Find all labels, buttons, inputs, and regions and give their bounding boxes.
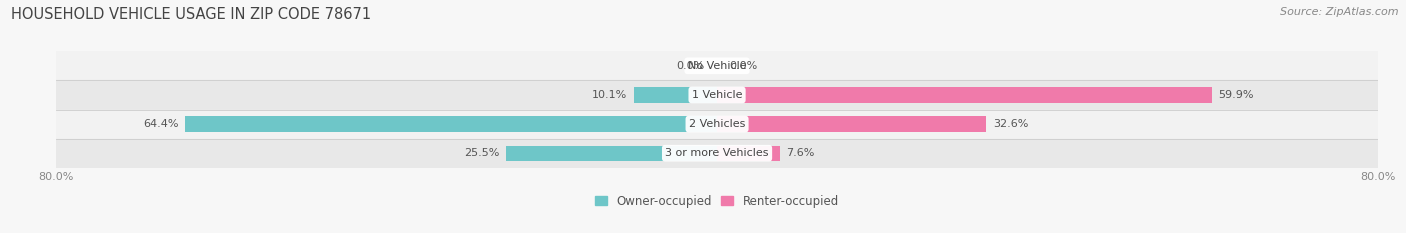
Bar	[186, 116, 717, 132]
Text: Source: ZipAtlas.com: Source: ZipAtlas.com	[1281, 7, 1399, 17]
Bar	[56, 51, 1378, 80]
Text: 25.5%: 25.5%	[464, 148, 499, 158]
Legend: Owner-occupied, Renter-occupied: Owner-occupied, Renter-occupied	[595, 195, 839, 208]
Text: 2 Vehicles: 2 Vehicles	[689, 119, 745, 129]
Bar	[717, 146, 780, 161]
Text: HOUSEHOLD VEHICLE USAGE IN ZIP CODE 78671: HOUSEHOLD VEHICLE USAGE IN ZIP CODE 7867…	[11, 7, 371, 22]
Bar	[506, 146, 717, 161]
Bar	[717, 87, 1212, 103]
Bar	[717, 116, 987, 132]
Text: 10.1%: 10.1%	[592, 90, 627, 100]
Text: No Vehicle: No Vehicle	[688, 61, 747, 71]
Text: 0.0%: 0.0%	[730, 61, 758, 71]
Text: 1 Vehicle: 1 Vehicle	[692, 90, 742, 100]
Text: 3 or more Vehicles: 3 or more Vehicles	[665, 148, 769, 158]
Text: 0.0%: 0.0%	[676, 61, 704, 71]
Bar	[56, 139, 1378, 168]
Bar	[56, 110, 1378, 139]
Text: 7.6%: 7.6%	[786, 148, 815, 158]
Text: 32.6%: 32.6%	[993, 119, 1028, 129]
Bar	[634, 87, 717, 103]
Bar	[56, 80, 1378, 110]
Text: 59.9%: 59.9%	[1219, 90, 1254, 100]
Text: 64.4%: 64.4%	[143, 119, 179, 129]
